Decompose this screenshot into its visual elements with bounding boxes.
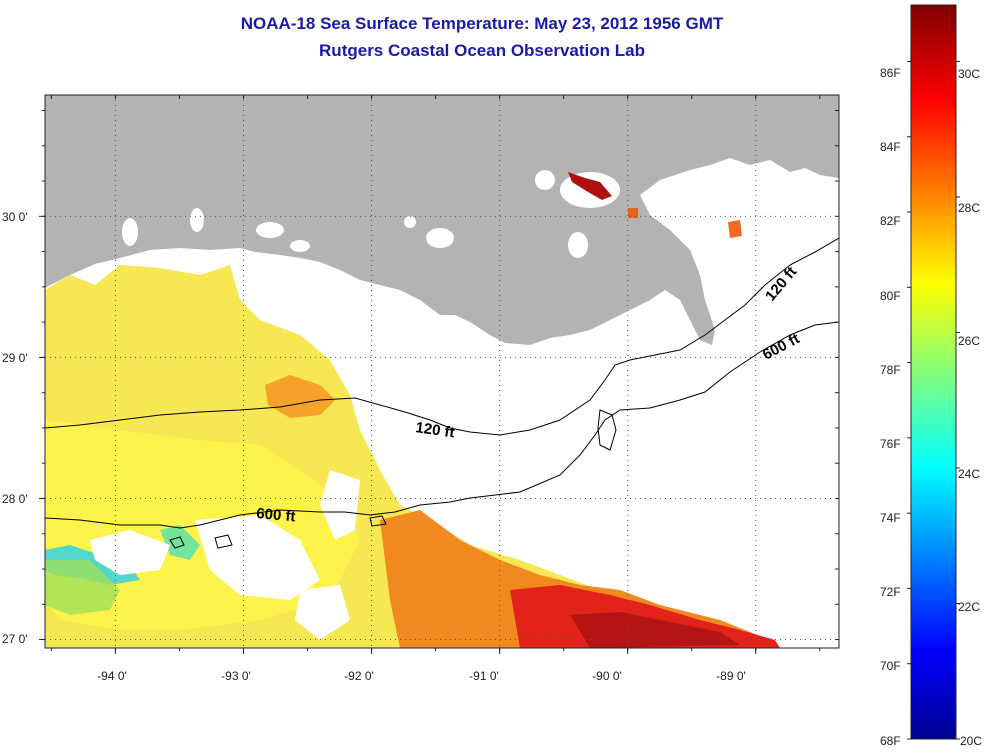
lat-tick-labels: 27 0' 28 0' 29 0' 30 0' (2, 210, 28, 646)
lat-tick-label: 28 0' (2, 492, 28, 506)
lake-hot-pontchartrain (568, 172, 612, 200)
sst-patch-cyan-2 (160, 525, 200, 560)
cloud-gap-4 (295, 585, 350, 640)
contour-600ft-loop (597, 409, 617, 451)
lon-tick-label: -93 0' (221, 669, 251, 683)
colorbar-f-label: 82F (880, 214, 901, 228)
colorbar-c-label: 24C (958, 467, 980, 481)
colorbar-gradient (910, 4, 957, 740)
map-subtitle: Rutgers Coastal Ocean Observation Lab (319, 41, 645, 60)
lat-tick-label: 30 0' (2, 210, 28, 224)
colorbar-f-label: 84F (880, 140, 901, 154)
lon-tick-label: -90 0' (592, 669, 622, 683)
sst-patch-green (45, 560, 120, 615)
cloud-gap-2 (195, 515, 320, 600)
lon-tick-label: -92 0' (344, 669, 374, 683)
lon-tick-labels: -94 0' -93 0' -92 0' -91 0' -90 0' -89 0… (97, 669, 746, 683)
lon-tick-label: -94 0' (97, 669, 127, 683)
lat-tick-label: 29 0' (2, 351, 28, 365)
contour-small-2 (214, 534, 233, 549)
colorbar-f-label: 78F (880, 363, 901, 377)
lon-tick-label: -91 0' (469, 669, 499, 683)
contour-label: 120 ft (414, 419, 455, 441)
sst-patch-orange-near (265, 375, 335, 418)
colorbar-f-label: 74F (880, 511, 901, 525)
map-title: NOAA-18 Sea Surface Temperature: May 23,… (240, 14, 724, 33)
cloud-gap-1 (90, 530, 170, 575)
sst-patch-darkred (570, 612, 740, 648)
colorbar-c-labels: 30C 28C 26C 24C 22C 20C (958, 67, 982, 748)
colorbar-c-label: 30C (958, 67, 980, 81)
colorbar-c-label: 22C (958, 600, 980, 614)
lake-hot-borgne (728, 220, 742, 238)
contour-small-3 (369, 515, 387, 527)
colorbar-f-label: 72F (880, 585, 901, 599)
colorbar-f-label: 86F (880, 66, 901, 80)
land-mass (45, 95, 839, 345)
colorbar-c-label: 20C (960, 734, 982, 748)
colorbar: 86F 84F 82F 80F 78F 76F 74F 72F 70F 68F … (880, 4, 982, 748)
colorbar-f-label: 80F (880, 289, 901, 303)
colorbar-ticks (907, 60, 960, 740)
contour-label: 600 ft (256, 505, 297, 525)
lake-hot-small (628, 208, 638, 218)
map-frame (44, 94, 840, 649)
depth-contours (45, 237, 839, 549)
sst-field (45, 265, 780, 648)
gridlines (45, 95, 839, 648)
colorbar-c-label: 26C (958, 334, 980, 348)
contour-600ft (45, 321, 839, 529)
lat-tick-label: 27 0' (2, 632, 28, 646)
colorbar-f-label: 76F (880, 437, 901, 451)
frame-ticks (39, 95, 839, 654)
colorbar-c-label: 28C (958, 201, 980, 215)
sst-patch-orange-east (380, 510, 780, 648)
colorbar-f-labels: 86F 84F 82F 80F 78F 76F 74F 72F 70F 68F (880, 66, 901, 748)
contour-120ft (45, 237, 839, 436)
contour-small-1 (169, 536, 185, 549)
lon-tick-label: -89 0' (716, 669, 746, 683)
cloud-gap-3 (320, 470, 360, 540)
colorbar-f-label: 68F (880, 734, 901, 748)
colorbar-f-label: 70F (880, 659, 901, 673)
